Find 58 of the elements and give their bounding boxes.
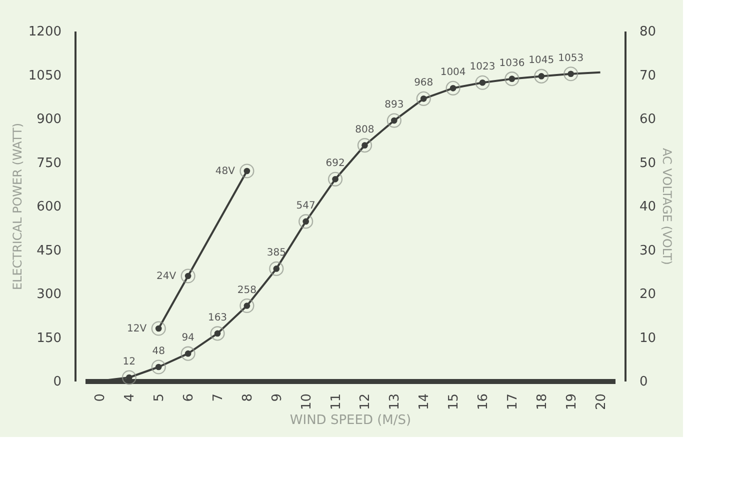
y2-tick-label: 70 [640,68,656,84]
x-tick-label: 16 [476,394,491,410]
y-tick-label: 750 [36,156,62,171]
x-tick-label: 19 [564,394,580,410]
y2-tick-label: 60 [640,112,656,127]
x-tick-label: 0 [93,394,108,402]
data-label: 12V [127,324,147,334]
data-label: 12 [122,356,136,368]
x-tick-label: 17 [505,394,520,410]
data-label: 163 [208,312,228,324]
y-tick-label: 300 [36,287,62,302]
data-label: 1045 [528,55,554,66]
data-label: 48V [215,166,236,177]
data-label: 692 [326,158,345,170]
x-tick-label: 7 [211,394,226,402]
data-label: 385 [266,248,286,259]
x-tick-label: 9 [270,394,285,402]
x-tick-label: 10 [299,394,314,410]
data-label: 893 [384,100,404,111]
y2-tick-label: 20 [640,287,656,302]
y-tick-label: 600 [36,200,62,214]
y2-tick-label: 10 [640,330,656,346]
x-tick-label: 5 [152,394,168,402]
y2-tick-label: 30 [640,243,656,258]
x-axis-title: WIND SPEED (M/S) [290,413,412,428]
data-label: 1036 [499,58,525,69]
y2-tick-label: 80 [640,24,656,40]
x-tick-label: 18 [534,394,550,410]
y-tick-label: 1200 [28,24,62,40]
x-tick-label: 14 [417,394,432,410]
y-tick-label: 1050 [28,68,62,84]
data-label: 547 [296,200,316,212]
x-tick-label: 6 [182,394,197,402]
data-label: 258 [237,284,256,296]
y2-tick-label: 40 [640,200,656,214]
y2-axis-title: AC VOLTAGE (VOLT) [660,148,674,265]
x-tick-label: 11 [328,394,344,410]
y-tick-label: 900 [36,112,62,127]
data-label: 808 [355,124,374,136]
y-tick-label: 0 [53,374,62,390]
data-label: 1053 [558,52,584,64]
x-tick-label: 4 [122,394,138,402]
y-axis-title: ELECTRICAL POWER (WATT) [10,122,24,290]
data-label: 1023 [470,62,496,73]
y2-tick-label: 50 [640,156,656,171]
y-tick-label: 450 [36,243,62,258]
y-tick-label: 150 [36,330,62,346]
x-tick-label: 15 [446,394,462,410]
x-tick-label: 8 [240,394,256,402]
data-label: 94 [182,332,194,344]
x-tick-label: 12 [358,394,374,410]
x-tick-label: 13 [388,394,403,410]
y2-tick-label: 0 [640,374,648,390]
data-label: 24V [156,271,176,282]
data-label: 968 [414,78,434,89]
x-tick-label: 20 [594,394,609,410]
data-label: 48 [152,346,165,357]
data-label: 1004 [440,67,466,78]
